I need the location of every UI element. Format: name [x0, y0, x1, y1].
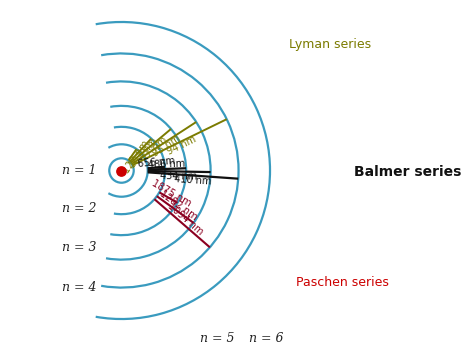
Text: n = 1: n = 1: [62, 164, 97, 177]
Text: 95 nm: 95 nm: [150, 134, 182, 159]
Text: 1282 nm: 1282 nm: [158, 189, 199, 222]
Text: 94 nm: 94 nm: [165, 135, 198, 157]
Point: [118, 168, 125, 173]
Text: 1094 nm: 1094 nm: [166, 201, 205, 237]
Text: 434 nm: 434 nm: [160, 171, 198, 182]
Text: n = 4: n = 4: [62, 281, 97, 294]
Text: 656 nm: 656 nm: [137, 156, 175, 169]
Text: 486 nm: 486 nm: [148, 158, 185, 170]
Text: Balmer series: Balmer series: [354, 165, 461, 179]
Text: 122 nm: 122 nm: [121, 139, 151, 175]
Text: n = 6: n = 6: [249, 332, 283, 345]
Text: n = 5: n = 5: [200, 332, 235, 345]
Text: n = 2: n = 2: [62, 202, 97, 215]
Text: Paschen series: Paschen series: [296, 276, 389, 289]
Text: Lyman series: Lyman series: [289, 38, 371, 51]
Text: 103 nm: 103 nm: [127, 136, 160, 170]
Text: 410 nm: 410 nm: [173, 174, 211, 187]
Text: 1875 nm: 1875 nm: [150, 178, 192, 208]
Text: 97 nm: 97 nm: [138, 135, 169, 163]
Text: n = 3: n = 3: [62, 241, 97, 254]
